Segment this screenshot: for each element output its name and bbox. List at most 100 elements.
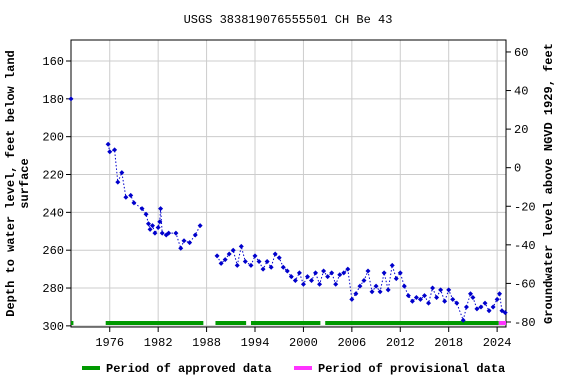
data-point	[145, 221, 151, 227]
data-point	[409, 298, 415, 304]
data-point	[470, 294, 476, 300]
data-point	[389, 262, 395, 268]
data-point	[152, 230, 158, 236]
data-point	[260, 266, 266, 272]
data-point	[499, 308, 505, 314]
data-point	[329, 270, 335, 276]
period-bar	[498, 321, 506, 325]
data-point	[272, 251, 278, 257]
data-point	[345, 266, 351, 272]
data-point	[373, 283, 379, 289]
data-point	[442, 298, 448, 304]
y-axis-label: surface	[18, 158, 32, 208]
data-point	[155, 224, 161, 230]
y2-tick-label: 60	[514, 46, 528, 60]
data-point	[349, 296, 355, 302]
data-point	[218, 260, 224, 266]
data-point	[341, 270, 347, 276]
data-point	[296, 270, 302, 276]
plot-area	[71, 40, 506, 327]
x-tick-label: 2006	[337, 336, 366, 350]
data-point	[248, 262, 254, 268]
data-point	[421, 293, 427, 299]
data-point	[357, 283, 363, 289]
x-tick-label: 2000	[289, 336, 318, 350]
data-point	[143, 211, 149, 217]
data-point	[353, 291, 359, 297]
data-point	[369, 289, 375, 295]
data-point	[276, 255, 282, 261]
data-point	[454, 300, 460, 306]
data-point	[197, 223, 203, 229]
x-tick-label: 2024	[483, 336, 512, 350]
data-point	[280, 264, 286, 270]
data-point	[230, 247, 236, 253]
data-point	[317, 281, 323, 287]
data-point	[166, 230, 172, 236]
x-tick-label: 1988	[192, 336, 221, 350]
y2-tick-label: -80	[514, 316, 536, 330]
x-tick-label: 2018	[434, 336, 463, 350]
data-point	[187, 240, 193, 246]
data-point	[333, 281, 339, 287]
data-point	[234, 262, 240, 268]
data-point	[242, 259, 248, 265]
data-point	[288, 274, 294, 280]
data-point	[238, 243, 244, 249]
data-point	[460, 317, 466, 323]
y2-tick-label: 40	[514, 85, 528, 99]
data-point	[486, 308, 492, 314]
data-point	[119, 170, 125, 176]
data-point	[300, 281, 306, 287]
data-point	[252, 253, 258, 259]
data-point	[181, 238, 187, 244]
legend-label: Period of provisional data	[318, 362, 505, 376]
data-point	[105, 141, 111, 147]
data-point	[147, 226, 153, 232]
data-point	[381, 270, 387, 276]
y2-tick-label: -20	[514, 200, 536, 214]
data-point	[192, 232, 198, 238]
data-point	[482, 300, 488, 306]
data-point	[490, 304, 496, 310]
data-point	[123, 194, 129, 200]
data-point	[434, 294, 440, 300]
data-point	[450, 296, 456, 302]
y2-tick-label: 20	[514, 123, 528, 137]
data-point	[284, 268, 290, 274]
data-point	[139, 206, 145, 212]
legend-label: Period of approved data	[106, 362, 272, 376]
data-point	[150, 223, 156, 229]
data-point	[264, 259, 270, 265]
data-point	[377, 289, 383, 295]
x-tick-label: 1982	[144, 336, 173, 350]
period-bar	[71, 321, 74, 325]
data-point	[337, 272, 343, 278]
data-point	[313, 270, 319, 276]
data-point	[115, 179, 121, 185]
data-point	[365, 268, 371, 274]
data-point	[385, 287, 391, 293]
data-point	[226, 251, 232, 257]
data-point	[304, 274, 310, 280]
data-point	[325, 274, 331, 280]
data-point	[438, 287, 444, 293]
data-point	[309, 277, 315, 283]
data-point	[107, 149, 113, 155]
y-tick-label: 240	[42, 206, 64, 220]
data-point	[214, 253, 220, 259]
period-bar	[325, 321, 499, 325]
data-point	[413, 294, 419, 300]
data-point	[478, 304, 484, 310]
y2-tick-label: -40	[514, 239, 536, 253]
data-point	[397, 270, 403, 276]
y-axis-label: Depth to water level, feet below land	[4, 50, 18, 316]
plot-frame	[70, 39, 507, 328]
data-point	[68, 96, 74, 102]
data-point	[446, 287, 452, 293]
data-point	[222, 257, 228, 263]
y-tick-label: 300	[42, 320, 64, 334]
data-point	[405, 293, 411, 299]
y-tick-label: 280	[42, 282, 64, 296]
data-point	[112, 147, 118, 153]
